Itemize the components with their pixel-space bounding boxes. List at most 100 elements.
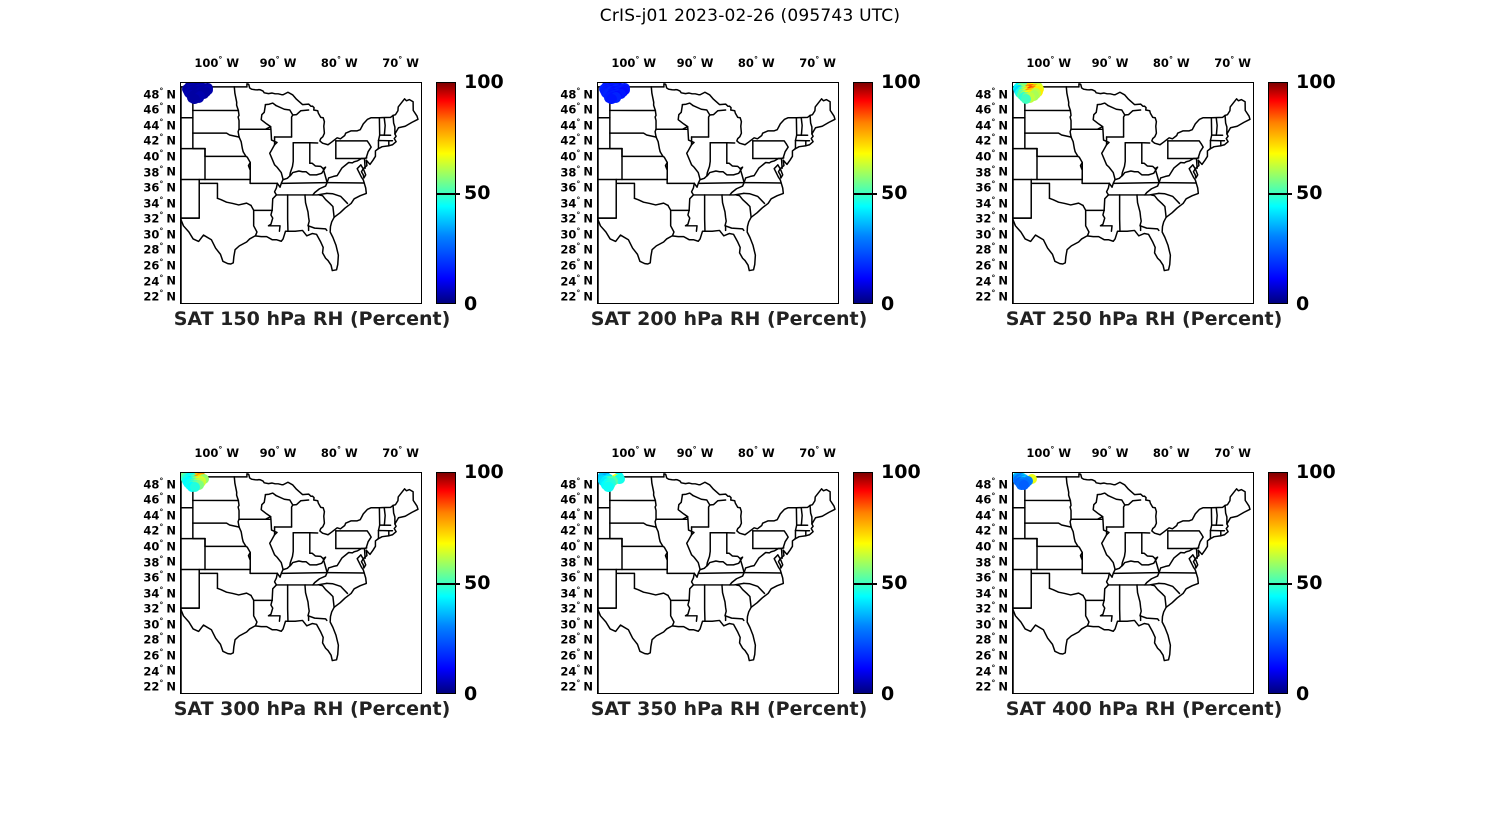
- map-boundary-line: [739, 167, 745, 184]
- lat-value: 22: [975, 289, 992, 304]
- latitude-tick-label: 42° N: [143, 523, 176, 538]
- latitude-tick-label: 34° N: [143, 195, 176, 210]
- latitude-tick-label: 42° N: [143, 133, 176, 148]
- degree-symbol: °: [576, 647, 581, 657]
- map-boundary-line: [1158, 192, 1181, 205]
- latitude-tick-label: 40° N: [560, 149, 593, 164]
- degree-symbol: °: [159, 663, 164, 673]
- latitude-tick-label: 40° N: [143, 539, 176, 554]
- lat-value: 40: [560, 149, 577, 164]
- lat-value: 40: [975, 149, 992, 164]
- map-boundary-line: [289, 142, 294, 177]
- lat-value: 48: [560, 477, 577, 492]
- lat-hemisphere: N: [166, 586, 176, 601]
- degree-symbol: °: [159, 647, 164, 657]
- lat-value: 42: [975, 133, 992, 148]
- latitude-tick-label: 46° N: [143, 102, 176, 117]
- latitude-tick-label: 26° N: [143, 258, 176, 273]
- map-boundary-line: [1069, 499, 1072, 528]
- data-point: [606, 94, 617, 105]
- lat-value: 46: [560, 102, 577, 117]
- degree-symbol: °: [576, 616, 581, 626]
- degree-symbol: °: [1050, 55, 1055, 64]
- longitude-tick-label: 90° W: [1092, 55, 1129, 70]
- degree-symbol: °: [991, 132, 996, 142]
- latitude-tick-label: 38° N: [560, 164, 593, 179]
- lat-hemisphere: N: [583, 570, 593, 585]
- lat-hemisphere: N: [166, 617, 176, 632]
- map-panel-200hpa: 100° W 90° W 80° W 70° W 48° N 46° N 44° N 42° N 40°…: [540, 50, 960, 350]
- degree-symbol: °: [159, 257, 164, 267]
- map-boundary-line: [743, 192, 766, 205]
- lat-hemisphere: N: [998, 102, 1008, 117]
- lat-hemisphere: N: [166, 289, 176, 304]
- longitude-axis: 100° W 90° W 80° W 70° W: [180, 55, 422, 75]
- lat-value: 22: [975, 679, 992, 694]
- lon-value: 80: [737, 445, 754, 460]
- latitude-tick-label: 44° N: [560, 507, 593, 522]
- lat-hemisphere: N: [998, 570, 1008, 585]
- map-boundary-line: [724, 615, 745, 622]
- lat-hemisphere: N: [166, 242, 176, 257]
- lat-value: 44: [975, 118, 992, 133]
- longitude-tick-label: 70° W: [382, 445, 419, 460]
- latitude-tick-label: 22° N: [560, 679, 593, 694]
- degree-symbol: °: [991, 678, 996, 688]
- lon-value: 80: [1152, 445, 1169, 460]
- lon-hemisphere: W: [344, 55, 358, 70]
- map-boundary-line: [688, 572, 696, 602]
- map-boundary-line: [233, 86, 240, 112]
- longitude-tick-label: 70° W: [799, 55, 836, 70]
- map-boundary-line: [1215, 506, 1218, 526]
- map-boundary-line: [1114, 162, 1159, 181]
- latitude-tick-label: 48° N: [143, 86, 176, 101]
- lon-hemisphere: W: [344, 445, 358, 460]
- latitude-tick-label: 26° N: [143, 648, 176, 663]
- lat-hemisphere: N: [998, 289, 1008, 304]
- degree-symbol: °: [159, 210, 164, 220]
- longitude-axis: 100° W 90° W 80° W 70° W: [1012, 445, 1254, 465]
- panel-caption: SAT 250 hPa RH (Percent): [1005, 308, 1283, 330]
- data-point-layer: [1013, 83, 1253, 303]
- degree-symbol: °: [576, 179, 581, 189]
- lat-value: 34: [560, 196, 577, 211]
- lon-hemisphere: W: [1176, 55, 1190, 70]
- lat-value: 24: [560, 274, 577, 289]
- lon-hemisphere: W: [643, 445, 657, 460]
- degree-symbol: °: [275, 55, 280, 64]
- degree-symbol: °: [159, 164, 164, 174]
- degree-symbol: °: [159, 554, 164, 564]
- latitude-tick-label: 34° N: [975, 195, 1008, 210]
- map-boundary-line: [684, 209, 698, 232]
- colorbar-tick-mark: [436, 193, 460, 195]
- map-boundary-line: [1197, 143, 1204, 159]
- map-boundary-line: [267, 209, 281, 232]
- map-boundary-line: [237, 109, 240, 138]
- lat-hemisphere: N: [583, 554, 593, 569]
- lon-value: 90: [259, 445, 276, 460]
- map-panel-300hpa: 100° W 90° W 80° W 70° W 48° N 46° N 44° N 42° N 40°…: [123, 440, 543, 740]
- map-boundary-line: [659, 540, 664, 548]
- map-boundary-line: [1074, 150, 1079, 158]
- map-boundary-line: [615, 568, 636, 590]
- lat-hemisphere: N: [166, 133, 176, 148]
- lon-value: 90: [676, 55, 693, 70]
- data-point: [614, 474, 625, 485]
- lat-value: 26: [560, 258, 577, 273]
- lat-value: 30: [143, 617, 160, 632]
- longitude-tick-label: 100° W: [194, 445, 239, 460]
- latitude-tick-label: 22° N: [143, 679, 176, 694]
- lat-value: 36: [560, 570, 577, 585]
- degree-symbol: °: [692, 445, 697, 454]
- map-boundary-line: [1092, 103, 1104, 128]
- lat-value: 26: [975, 258, 992, 273]
- lat-value: 36: [975, 570, 992, 585]
- latitude-tick-label: 38° N: [143, 164, 176, 179]
- colorbar-tick-mark: [1268, 193, 1292, 195]
- lat-hemisphere: N: [583, 601, 593, 616]
- degree-symbol: °: [991, 148, 996, 158]
- lon-hemisphere: W: [700, 445, 714, 460]
- lat-value: 46: [143, 492, 160, 507]
- map-boundary-line: [1048, 197, 1084, 207]
- degree-symbol: °: [159, 117, 164, 127]
